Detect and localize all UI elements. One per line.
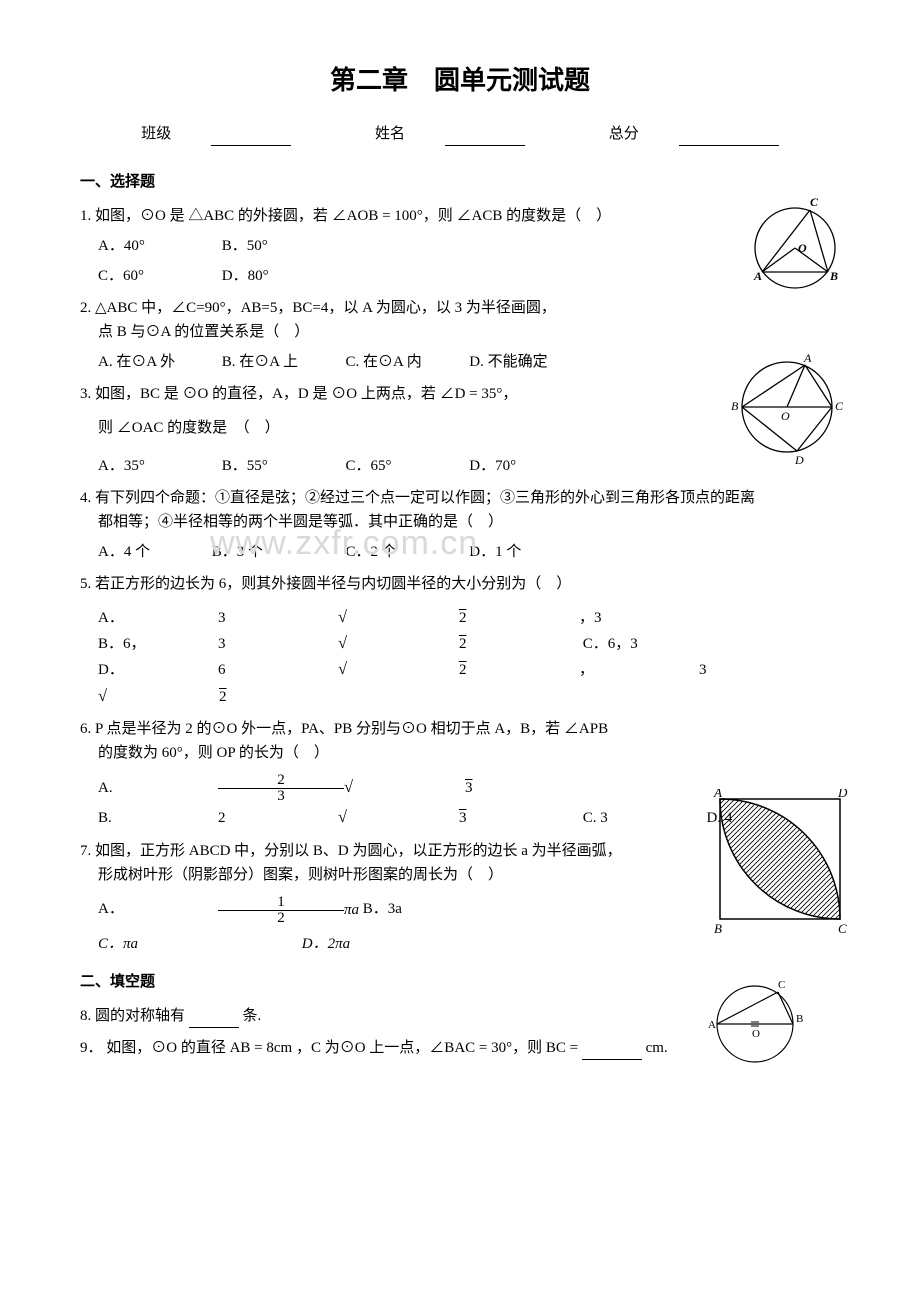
q2-stem-a: △ABC 中，∠C=90°，AB=5，BC=4，以 A 为圆心，以 3 为半径画… [95, 300, 556, 316]
total-field: 总分 [589, 122, 799, 146]
q6-choice-a: A. 23√3 [98, 773, 585, 804]
q2-choice-a: A. 在⊙A 外 [98, 350, 218, 374]
q5-choice-d: D．6√2，3√2 [98, 656, 840, 709]
q3-num: 3. [80, 386, 91, 402]
q1-choice-b: B．50° [222, 234, 342, 258]
q4-choice-a: A．4 个 [98, 540, 208, 564]
q5-choice-a: A．3√2，3 [98, 604, 699, 630]
q9-num: 9． [80, 1040, 103, 1056]
q6-choice-c: C. 3 [583, 806, 703, 830]
class-field: 班级 [121, 122, 311, 146]
q2-stem-b: 点 B 与⊙A 的位置关系是（ ） [98, 320, 840, 344]
q1-choice-d: D．80° [222, 264, 342, 288]
q5-num: 5. [80, 576, 91, 592]
q2-num: 2. [80, 300, 91, 316]
q1-choice-c: C．60° [98, 264, 218, 288]
q3-choice-d: D．70° [469, 454, 589, 478]
svg-text:B: B [714, 921, 722, 936]
q4-choice-b: B．3 个 [212, 540, 342, 564]
q7-choice-b: B．3a [363, 897, 483, 921]
q3-choice-a: A．35° [98, 454, 218, 478]
question-1: A B C O 1. 如图，⊙O 是 △ABC 的外接圆，若 ∠AOB = 10… [80, 204, 840, 288]
q1-num: 1. [80, 208, 91, 224]
svg-text:C: C [778, 979, 785, 991]
svg-text:D: D [794, 453, 804, 467]
q7-choice-c: C．πa [98, 932, 298, 956]
figure-q7: A D B C [710, 789, 850, 939]
svg-text:C: C [810, 198, 819, 209]
q2-choice-d: D. 不能确定 [469, 350, 589, 374]
question-9: 9． 如图，⊙O 的直径 AB = 8cm ，C 为⊙O 上一点，∠BAC = … [80, 1036, 840, 1060]
svg-text:C: C [835, 399, 844, 413]
figure-q3: A B C D O [725, 352, 850, 472]
figure-q1: A B C O [740, 198, 850, 298]
q3-choice-c: C．65° [346, 454, 466, 478]
q8-num: 8. [80, 1008, 91, 1024]
question-7: A D B C 7. 如图，正方形 ABCD 中，分别以 B、D 为圆心，以正方… [80, 839, 840, 956]
page-title: 第二章 圆单元测试题 [80, 60, 840, 102]
q1-choice-a: A．40° [98, 234, 218, 258]
q6-stem-a: P 点是半径为 2 的⊙O 外一点，PA、PB 分别与⊙O 相切于点 A，B，若… [95, 721, 608, 737]
svg-text:O: O [798, 241, 807, 255]
q8-blank [189, 1012, 239, 1028]
svg-text:A: A [713, 789, 722, 800]
q8-stem-b: 条. [243, 1008, 262, 1024]
q9-stem-b: cm. [646, 1040, 668, 1056]
q6-choice-b: B. 2√3 [98, 804, 579, 830]
q3-choice-b: B．55° [222, 454, 342, 478]
q9-blank [582, 1044, 642, 1060]
q7-choice-a: A．12πa [98, 895, 359, 926]
question-4: 4. 有下列四个命题：①直径是弦；②经过三个点一定可以作圆；③三角形的外心到三角… [80, 486, 840, 564]
q2-choice-b: B. 在⊙A 上 [222, 350, 342, 374]
question-3: A B C D O 3. 如图，BC 是 ⊙O 的直径，A，D 是 ⊙O 上两点… [80, 382, 840, 478]
q5-choice-b: B．6，3√2 [98, 630, 579, 656]
q7-num: 7. [80, 843, 91, 859]
svg-text:C: C [838, 921, 847, 936]
section-1-head: 一、选择题 [80, 170, 840, 194]
q1-stem: 如图，⊙O 是 △ABC 的外接圆，若 ∠AOB = 100°，则 ∠ACB 的… [95, 208, 611, 224]
svg-text:B: B [796, 1013, 803, 1025]
q7-stem-a: 如图，正方形 ABCD 中，分别以 B、D 为圆心，以正方形的边长 a 为半径画… [95, 843, 622, 859]
q2-choice-c: C. 在⊙A 内 [346, 350, 466, 374]
q7-choice-d: D．2πa [302, 932, 422, 956]
q4-choice-c: C．2 个 [346, 540, 466, 564]
svg-text:A: A [708, 1019, 716, 1031]
name-field: 姓名 [355, 122, 545, 146]
q6-stem-b: 的度数为 60°，则 OP 的长为（ ） [98, 741, 840, 765]
svg-text:O: O [781, 409, 790, 423]
q4-stem-a: 有下列四个命题：①直径是弦；②经过三个点一定可以作圆；③三角形的外心到三角形各顶… [95, 490, 755, 506]
q4-stem-b: 都相等；④半径相等的两个半圆是等弧．其中正确的是（ ） [98, 510, 840, 534]
q3-stem-a: 如图，BC 是 ⊙O 的直径，A，D 是 ⊙O 上两点，若 ∠D = 35°， [95, 386, 517, 402]
svg-text:A: A [803, 352, 812, 365]
svg-text:D: D [837, 789, 848, 800]
q5-choice-c: C．6，3 [583, 632, 693, 656]
q8-stem-a: 圆的对称轴有 [95, 1008, 185, 1024]
q4-num: 4. [80, 490, 91, 506]
question-5: 5. 若正方形的边长为 6，则其外接圆半径与内切圆半径的大小分别为（ ） A．3… [80, 572, 840, 710]
svg-text:B: B [829, 269, 838, 283]
q4-choice-d: D．1 个 [469, 540, 589, 564]
q9-stem-a: 如图，⊙O 的直径 AB = 8cm ，C 为⊙O 上一点，∠BAC = 30°… [106, 1040, 578, 1056]
info-line: 班级 姓名 总分 [80, 122, 840, 146]
q6-num: 6. [80, 721, 91, 737]
svg-text:A: A [753, 269, 762, 283]
svg-text:B: B [731, 399, 739, 413]
q5-stem: 若正方形的边长为 6，则其外接圆半径与内切圆半径的大小分别为（ ） [95, 576, 571, 592]
question-8: A B C O 8. 圆的对称轴有 条. [80, 1004, 840, 1028]
